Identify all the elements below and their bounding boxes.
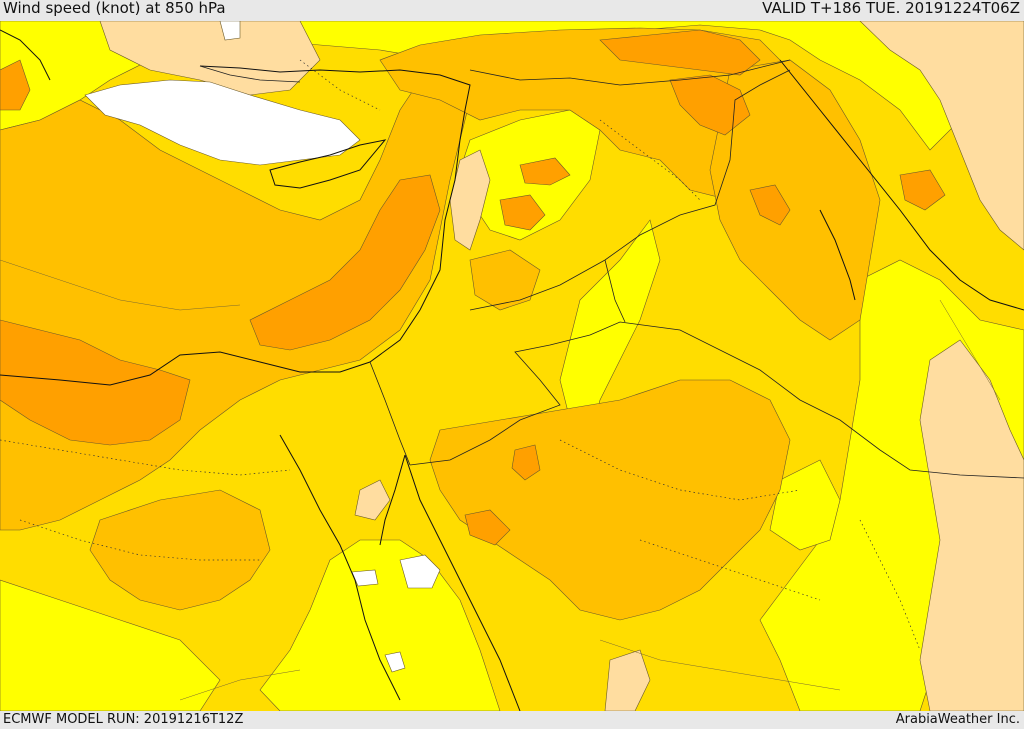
model-run: ECMWF MODEL RUN: 20191216T12Z: [3, 712, 244, 727]
contour-lines: [0, 259, 1001, 701]
valid-time: VALID T+186 TUE. 20191224T06Z: [762, 0, 1020, 17]
credit-text: ArabiaWeather Inc.: [895, 712, 1020, 727]
white-regions: [84, 21, 441, 673]
political-borders: [199, 59, 1024, 479]
wind-speed-map[interactable]: [0, 21, 1024, 711]
footer-bar: ECMWF MODEL RUN: 20191216T12Z ArabiaWeat…: [0, 711, 1024, 729]
header-bar: Wind speed (knot) at 850 hPa VALID T+186…: [0, 0, 1024, 21]
pale-regions: [99, 21, 1024, 711]
internal-boundaries: [0, 59, 921, 651]
coastlines: [0, 29, 1024, 711]
orange-regions: [0, 29, 946, 546]
map-title: Wind speed (knot) at 850 hPa: [3, 0, 226, 17]
